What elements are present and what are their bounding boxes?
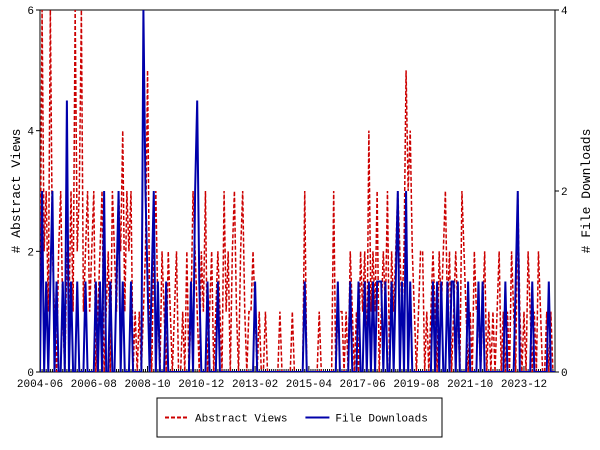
x-tick-label: 2017-06 (340, 379, 386, 391)
x-tick-label: 2023-12 (501, 379, 547, 391)
x-tick-label: 2006-08 (71, 379, 117, 391)
x-tick-label: 2004-06 (17, 379, 63, 391)
legend-label: Abstract Views (195, 414, 287, 426)
y-tick-label: 6 (27, 6, 34, 18)
x-tick-label: 2019-08 (393, 379, 439, 391)
y-tick-label: 2 (27, 247, 34, 259)
x-tick-label: 2021-10 (447, 379, 493, 391)
y-tick-label: 4 (27, 127, 34, 139)
y-axis-title: # Abstract Views (9, 129, 24, 254)
y2-axis-title: # File Downloads (579, 129, 594, 254)
x-tick-label: 2010-12 (178, 379, 224, 391)
legend-label: File Downloads (335, 414, 427, 426)
y2-tick-label: 2 (561, 187, 568, 199)
legend-box (156, 397, 443, 438)
x-tick-label: 2013-02 (232, 379, 278, 391)
y2-tick-label: 0 (561, 368, 568, 380)
y2-tick-label: 4 (561, 6, 568, 18)
x-tick-label: 2008-10 (124, 379, 170, 391)
series-line (40, 10, 555, 372)
y-tick-label: 0 (27, 368, 34, 380)
series-line (40, 10, 555, 372)
x-tick-label: 2015-04 (286, 379, 333, 391)
